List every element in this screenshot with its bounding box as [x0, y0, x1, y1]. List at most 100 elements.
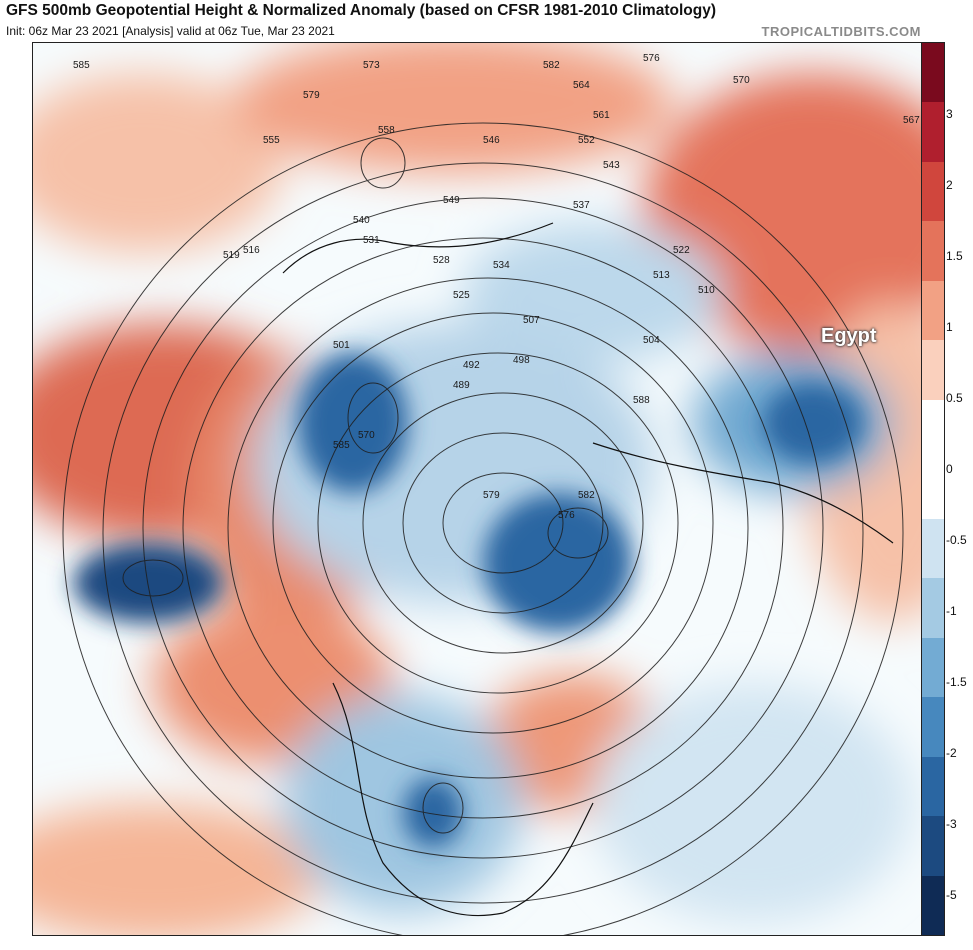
anomaly-blob	[463, 223, 723, 363]
init-valid-time: Init: 06z Mar 23 2021 [Analysis] valid a…	[6, 24, 335, 38]
colorbar-segment	[922, 637, 944, 699]
colorbar-segment	[922, 816, 944, 877]
colorbar-segment	[922, 518, 944, 580]
coastline	[332, 682, 594, 917]
height-contour	[102, 162, 864, 904]
anomaly-blob	[483, 493, 633, 633]
colorbar-label: -1	[946, 604, 957, 618]
contour-label: 546	[483, 135, 500, 146]
height-contour	[362, 392, 644, 654]
height-contour	[122, 559, 184, 597]
colorbar-segment	[922, 340, 944, 401]
contour-label: 534	[493, 260, 510, 271]
height-contour	[402, 432, 604, 614]
contour-label: 561	[593, 110, 610, 121]
colorbar-segment	[922, 459, 944, 520]
contour-label: 489	[453, 380, 470, 391]
contour-label: 510	[698, 285, 715, 296]
map-annotation: Egypt	[821, 325, 877, 347]
contour-label: 522	[673, 245, 690, 256]
contour-label: 549	[443, 195, 460, 206]
colorbar-label: -0.5	[946, 533, 967, 547]
colorbar-label: -2	[946, 746, 957, 760]
contour-label: 528	[433, 255, 450, 266]
colorbar-label: -5	[946, 888, 957, 902]
height-contour	[442, 472, 564, 574]
contour-label: 531	[363, 235, 380, 246]
contour-label: 576	[558, 510, 575, 521]
colorbar-label: -3	[946, 817, 957, 831]
contour-label: 492	[463, 360, 480, 371]
colorbar-label: 3	[946, 107, 953, 121]
contour-label: 507	[523, 315, 540, 326]
contour-label: 579	[303, 90, 320, 101]
colorbar-label: 0	[946, 462, 953, 476]
height-contour	[62, 122, 904, 935]
anomaly-blob	[233, 43, 673, 173]
contour-label: 570	[358, 430, 375, 441]
colorbar-segment	[922, 756, 944, 818]
colorbar-segment	[922, 221, 944, 282]
contour-label: 582	[543, 60, 560, 71]
height-contour	[182, 237, 784, 819]
contour-label: 513	[653, 270, 670, 281]
contour-label: 585	[73, 60, 90, 71]
contour-label: 555	[263, 135, 280, 146]
contour-label: 540	[353, 215, 370, 226]
colorbar-label: -1.5	[946, 675, 967, 689]
anomaly-map: 585 579 582 576 570 567 573 564 561 558 555 552 549 5…	[32, 42, 923, 936]
contour-label: 582	[578, 490, 595, 501]
colorbar-label: 2	[946, 178, 953, 192]
anomaly-blob	[763, 383, 863, 463]
colorbar-segment	[922, 280, 944, 342]
height-contour	[317, 352, 679, 694]
contour-label: 576	[643, 53, 660, 64]
colorbar-segment	[922, 697, 944, 758]
height-contour	[227, 277, 749, 779]
contour-label: 558	[378, 125, 395, 136]
anomaly-blob	[33, 803, 323, 935]
colorbar-label: 1.5	[946, 249, 963, 263]
contour-label: 588	[633, 395, 650, 406]
colorbar-segment	[922, 161, 944, 223]
contour-label: 564	[573, 80, 590, 91]
contour-label: 501	[333, 340, 350, 351]
height-contour	[272, 312, 714, 734]
contour-label: 585	[333, 440, 350, 451]
anomaly-blob	[593, 683, 913, 923]
height-contour	[142, 197, 824, 859]
height-contour	[347, 382, 399, 454]
contour-label: 573	[363, 60, 380, 71]
coastline	[592, 442, 894, 544]
contour-label: 552	[578, 135, 595, 146]
colorbar-label: 0.5	[946, 391, 963, 405]
contour-label: 567	[903, 115, 920, 126]
contour-label: 516	[243, 245, 260, 256]
colorbar-label: 1	[946, 320, 953, 334]
source-credit: TROPICALTIDBITS.COM	[761, 24, 921, 39]
contour-label: 579	[483, 490, 500, 501]
contour-label: 543	[603, 160, 620, 171]
contour-label: 570	[733, 75, 750, 86]
contour-label: 504	[643, 335, 660, 346]
height-contour	[360, 137, 406, 189]
height-contour	[547, 507, 609, 559]
contour-label: 498	[513, 355, 530, 366]
contour-label: 519	[223, 250, 240, 261]
colorbar-segment	[922, 875, 944, 935]
anomaly-colorbar	[921, 42, 945, 936]
anomaly-blob	[33, 73, 283, 253]
colorbar-segment	[922, 399, 944, 461]
colorbar-segment	[922, 102, 944, 163]
coastline	[282, 222, 554, 274]
contour-label: 537	[573, 200, 590, 211]
anomaly-blob	[403, 778, 463, 848]
colorbar-segment	[922, 43, 944, 104]
anomaly-blob	[283, 693, 523, 913]
colorbar-segment	[922, 578, 944, 639]
height-contour	[422, 782, 464, 834]
chart-title: GFS 500mb Geopotential Height & Normaliz…	[6, 2, 716, 19]
contour-label: 525	[453, 290, 470, 301]
